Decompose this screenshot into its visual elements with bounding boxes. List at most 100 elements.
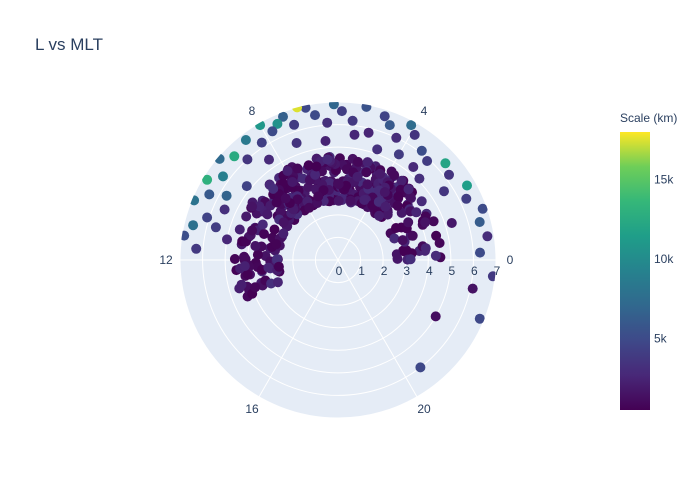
data-point [221,190,232,201]
data-point [242,269,253,280]
angular-tick-label: 4 [421,104,428,118]
data-point [291,138,302,148]
data-point [240,135,251,145]
angular-tick-label: 20 [417,402,431,416]
data-point [310,110,320,121]
data-point [292,163,303,174]
radial-tick-label: 0 [336,264,343,278]
data-point [391,132,402,143]
data-point [406,120,417,131]
data-point [477,203,488,214]
data-point [282,166,293,176]
data-point [234,283,245,294]
data-point [204,189,215,200]
data-point [328,102,339,110]
angular-gridline [258,259,339,398]
data-point [416,196,427,207]
data-point [287,177,298,187]
data-point [384,120,395,131]
data-point [379,187,390,198]
data-point [188,220,199,231]
data-point [303,160,314,171]
data-point [278,217,289,228]
data-point [361,167,372,178]
data-point [363,127,374,138]
data-point [250,282,261,293]
data-point [422,156,433,166]
data-point [408,162,419,172]
data-point [403,217,414,228]
data-point [313,191,324,202]
data-point [474,217,485,227]
data-point [333,179,344,190]
data-point [218,171,228,182]
data-point [241,181,252,192]
data-point [420,217,431,228]
data-point [430,250,441,261]
data-point [461,193,472,204]
data-point [374,210,385,221]
data-point [399,246,410,257]
angular-tick-label: 12 [159,253,173,267]
data-point [415,362,426,373]
colorbar-title: Scale (km) [620,111,677,125]
data-point [289,119,300,130]
data-point [396,175,407,186]
data-point [239,261,250,272]
angular-tick-label: 16 [245,402,259,416]
radial-tick-label: 4 [426,264,433,278]
data-point [191,243,202,254]
angular-tick-label: 0 [507,253,514,267]
data-point [475,247,485,258]
data-point [219,204,230,215]
data-point [420,243,431,254]
data-point [320,136,331,146]
data-point [275,206,286,217]
data-point [202,174,213,185]
data-point [462,180,472,191]
data-point [361,102,372,112]
data-point [280,193,291,204]
data-point [310,169,321,180]
data-point [405,254,416,265]
data-point [269,224,280,235]
data-point [391,223,401,233]
data-point [262,209,273,220]
data-point [255,120,266,131]
angular-gridline [337,259,418,398]
radial-tick-label: 1 [358,264,365,278]
data-point [229,254,240,264]
data-point [336,106,347,117]
data-point [304,202,315,213]
data-point [229,151,240,162]
data-point [474,313,485,324]
data-point [234,224,245,235]
data-point [272,277,283,288]
data-point [259,229,269,239]
data-point [247,225,258,236]
data-point [362,179,373,190]
data-point [379,111,390,122]
data-point [292,102,303,113]
data-point [372,144,383,155]
data-point [439,186,449,197]
colorbar-gradient [620,132,650,410]
data-point [254,201,265,212]
data-point [444,169,454,180]
data-point [273,261,284,272]
data-point [353,156,363,167]
data-point [482,231,493,242]
colorbar-tick-label: 10k [654,252,674,266]
data-point [414,173,425,184]
data-point [440,158,451,169]
data-point [250,241,261,251]
data-point [189,195,200,206]
data-point [382,209,393,220]
data-point [467,283,478,294]
data-point [272,118,283,129]
data-point [222,234,232,245]
data-point [242,154,253,165]
